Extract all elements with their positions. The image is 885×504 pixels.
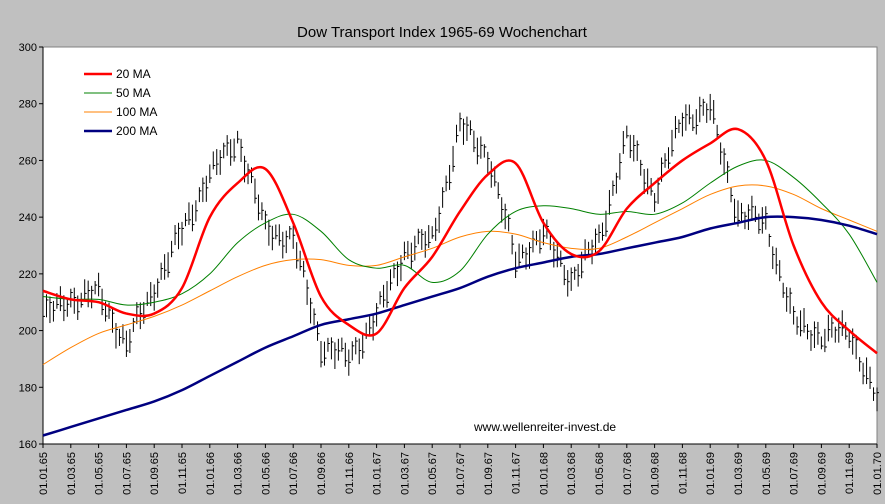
x-tick-label: 01.03.68 bbox=[566, 452, 578, 495]
x-tick-label: 01.03.66 bbox=[233, 452, 245, 495]
y-tick-label: 160 bbox=[19, 439, 37, 451]
x-tick-label: 01.07.65 bbox=[121, 452, 133, 495]
plot-area bbox=[42, 46, 878, 445]
legend-label: 50 MA bbox=[116, 86, 151, 100]
x-tick-label: 01.11.67 bbox=[511, 452, 523, 494]
x-tick-label: 01.05.67 bbox=[427, 452, 439, 495]
series-line-200-ma bbox=[42, 215, 878, 437]
x-tick-label: 01.11.69 bbox=[844, 452, 856, 494]
x-tick-label: 01.05.68 bbox=[594, 452, 606, 495]
series-line-100-ma bbox=[42, 184, 878, 366]
x-tick-label: 01.07.66 bbox=[288, 452, 300, 495]
series-line-50-ma bbox=[42, 159, 878, 306]
legend-label: 20 MA bbox=[116, 67, 151, 81]
y-tick-label: 240 bbox=[19, 212, 37, 224]
x-tick-label: 01.01.67 bbox=[372, 452, 384, 495]
x-tick-label: 01.05.66 bbox=[260, 452, 272, 495]
x-tick-label: 01.07.68 bbox=[622, 452, 634, 495]
y-tick-label: 300 bbox=[19, 42, 37, 54]
x-tick-label: 01.11.66 bbox=[344, 452, 356, 494]
x-tick-label: 01.09.67 bbox=[483, 452, 495, 495]
y-tick-label: 200 bbox=[19, 326, 37, 338]
x-tick-label: 01.01.70 bbox=[872, 452, 884, 495]
y-tick-group: 160 180 200 220 240 260 280 300 bbox=[19, 42, 43, 451]
x-tick-label: 01.09.65 bbox=[149, 452, 161, 495]
x-tick-group: 01.01.65 01.03.65 01.05.65 01.07.65 01.09.65… bbox=[38, 444, 884, 495]
annotation-url: www.wellenreiter-invest.de bbox=[473, 420, 616, 434]
x-tick-label: 01.09.68 bbox=[650, 452, 662, 495]
y-tick-label: 260 bbox=[19, 155, 37, 167]
x-tick-label: 01.11.68 bbox=[677, 452, 689, 494]
x-tick-label: 01.03.67 bbox=[399, 452, 411, 495]
x-tick-label: 01.05.69 bbox=[761, 452, 773, 495]
x-tick-label: 01.11.65 bbox=[177, 452, 189, 494]
x-tick-label: 01.01.69 bbox=[705, 452, 717, 495]
legend: 20 MA 50 MA 100 MA 200 MA bbox=[84, 67, 157, 138]
x-tick-label: 01.03.65 bbox=[66, 452, 78, 495]
legend-label: 200 MA bbox=[116, 124, 157, 138]
series-line-20-ma bbox=[42, 127, 878, 355]
x-tick-label: 01.01.66 bbox=[205, 452, 217, 495]
y-tick-label: 220 bbox=[19, 269, 37, 281]
x-tick-label: 01.03.69 bbox=[733, 452, 745, 495]
x-tick-label: 01.05.65 bbox=[94, 452, 106, 495]
series-lines bbox=[42, 127, 878, 437]
x-tick-label: 01.07.69 bbox=[789, 452, 801, 495]
x-tick-label: 01.09.66 bbox=[316, 452, 328, 495]
legend-label: 100 MA bbox=[116, 105, 157, 119]
x-tick-label: 01.07.67 bbox=[455, 452, 467, 495]
x-tick-label: 01.01.68 bbox=[538, 452, 550, 495]
y-tick-label: 180 bbox=[19, 382, 37, 394]
y-tick-label: 280 bbox=[19, 99, 37, 111]
x-tick-label: 01.01.65 bbox=[38, 452, 50, 495]
chart-title: Dow Transport Index 1965-69 Wochenchart bbox=[297, 24, 588, 41]
x-tick-label: 01.09.69 bbox=[816, 452, 828, 495]
